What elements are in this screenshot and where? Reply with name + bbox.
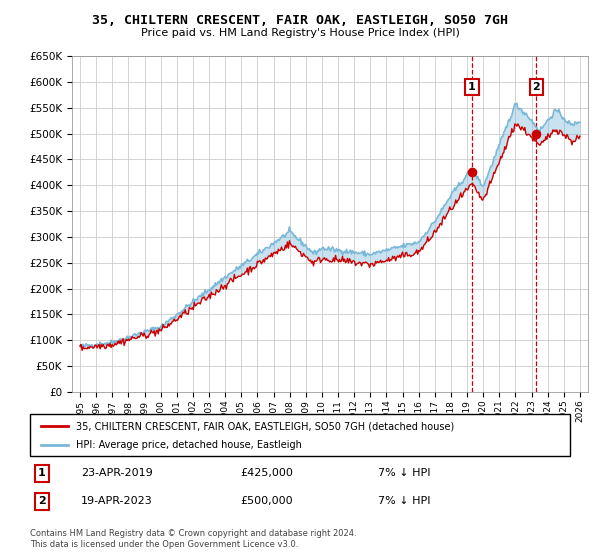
Point <box>467 168 476 177</box>
Text: HPI: Average price, detached house, Eastleigh: HPI: Average price, detached house, East… <box>76 440 302 450</box>
Text: 7% ↓ HPI: 7% ↓ HPI <box>378 496 431 506</box>
Text: 35, CHILTERN CRESCENT, FAIR OAK, EASTLEIGH, SO50 7GH (detached house): 35, CHILTERN CRESCENT, FAIR OAK, EASTLEI… <box>76 421 454 431</box>
Text: Price paid vs. HM Land Registry's House Price Index (HPI): Price paid vs. HM Land Registry's House … <box>140 28 460 38</box>
Text: 23-APR-2019: 23-APR-2019 <box>81 468 153 478</box>
Text: 1: 1 <box>38 468 46 478</box>
Text: 1: 1 <box>468 82 476 92</box>
Text: 2: 2 <box>38 496 46 506</box>
Point <box>532 129 541 138</box>
Text: £425,000: £425,000 <box>240 468 293 478</box>
Text: Contains HM Land Registry data © Crown copyright and database right 2024.
This d: Contains HM Land Registry data © Crown c… <box>30 529 356 549</box>
Text: £500,000: £500,000 <box>240 496 293 506</box>
Text: 35, CHILTERN CRESCENT, FAIR OAK, EASTLEIGH, SO50 7GH: 35, CHILTERN CRESCENT, FAIR OAK, EASTLEI… <box>92 14 508 27</box>
FancyBboxPatch shape <box>30 414 570 456</box>
Text: 7% ↓ HPI: 7% ↓ HPI <box>378 468 431 478</box>
Text: 2: 2 <box>533 82 540 92</box>
Text: 19-APR-2023: 19-APR-2023 <box>81 496 153 506</box>
